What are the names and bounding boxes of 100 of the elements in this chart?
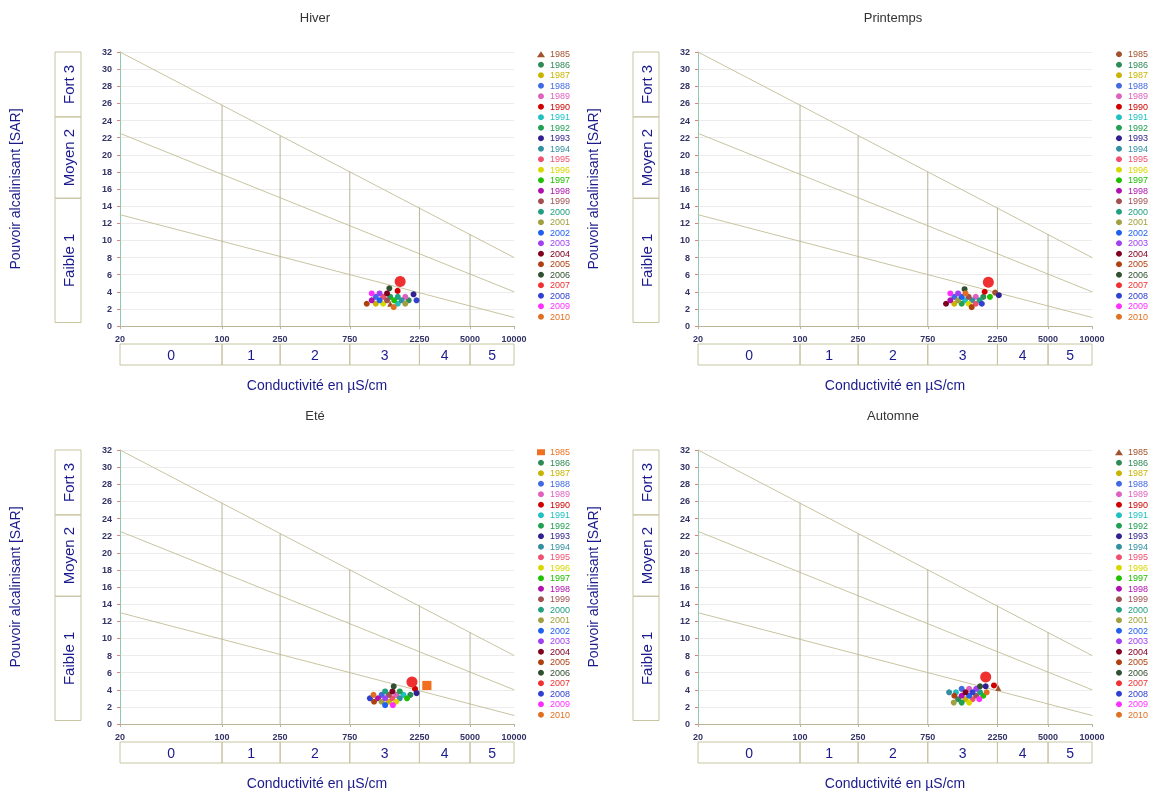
legend-label: 2003 bbox=[1127, 636, 1149, 647]
text: Fort 3 bbox=[59, 462, 77, 503]
x-tick-label: 5000 bbox=[460, 333, 481, 344]
y-tick-label: 14 bbox=[679, 201, 690, 212]
y-tick-label: 18 bbox=[101, 166, 112, 177]
text: 2 bbox=[311, 744, 320, 761]
legend-label: 2008 bbox=[1127, 688, 1149, 699]
legend-label: 1993 bbox=[549, 133, 571, 144]
text: Moyen 2 bbox=[637, 526, 655, 585]
x-tick-label: 10000 bbox=[1079, 333, 1105, 344]
y-tick-label: 12 bbox=[101, 616, 112, 627]
legend-label: 2006 bbox=[549, 269, 571, 280]
legend-label: 2004 bbox=[1127, 248, 1149, 259]
y-tick-label: 32 bbox=[679, 47, 690, 57]
legend-label: 2008 bbox=[549, 688, 571, 699]
legend-label: 1993 bbox=[1127, 133, 1149, 144]
legend-label: 1997 bbox=[1127, 175, 1149, 186]
legend-label: 2004 bbox=[549, 646, 571, 657]
text: 4 bbox=[1018, 346, 1027, 363]
legend-label: 2008 bbox=[549, 290, 571, 301]
x-axis-title: Conductivité en µS/cm bbox=[824, 775, 966, 791]
y-tick-label: 2 bbox=[684, 303, 690, 314]
legend-label: 2001 bbox=[549, 615, 571, 626]
legend-label: 2006 bbox=[549, 667, 571, 678]
text: 0 bbox=[167, 744, 176, 761]
y-tick-label: 26 bbox=[679, 98, 690, 109]
legend-label: 1996 bbox=[549, 562, 571, 573]
y-tick-label: 24 bbox=[101, 115, 112, 126]
text: Fort 3 bbox=[637, 462, 655, 503]
legend-label: 1985 bbox=[1127, 49, 1149, 60]
legend-label: 1999 bbox=[549, 594, 571, 605]
legend-label: 1986 bbox=[549, 457, 571, 468]
x-tick-label: 2250 bbox=[409, 333, 430, 344]
legend-label: 2009 bbox=[549, 301, 571, 312]
text: 4 bbox=[1018, 744, 1027, 761]
legend-label: 1995 bbox=[1127, 154, 1149, 165]
legend-label: 1989 bbox=[549, 91, 571, 102]
legend-label: 2002 bbox=[1127, 227, 1149, 238]
y-tick-label: 14 bbox=[679, 599, 690, 610]
y-tick-label: 2 bbox=[106, 701, 112, 712]
y-tick-label: 10 bbox=[101, 633, 112, 644]
text: 2 bbox=[311, 346, 320, 363]
text: 0 bbox=[745, 346, 754, 363]
legend-label: 1991 bbox=[549, 112, 571, 123]
legend-label: 2009 bbox=[1127, 301, 1149, 312]
legend-label: 1994 bbox=[549, 541, 571, 552]
text: 0 bbox=[167, 346, 176, 363]
y-tick-label: 18 bbox=[679, 166, 690, 177]
text: Faible 1 bbox=[637, 233, 655, 288]
legend-label: 2004 bbox=[1127, 646, 1149, 657]
legend-label: 1998 bbox=[549, 185, 571, 196]
y-tick-label: 22 bbox=[679, 132, 690, 143]
y-tick-label: 16 bbox=[679, 184, 690, 194]
chart-title: Hiver bbox=[299, 10, 331, 25]
y-tick-label: 0 bbox=[106, 321, 112, 331]
y-tick-label: 0 bbox=[684, 321, 690, 331]
legend-label: 2007 bbox=[549, 280, 571, 291]
legend-label: 1988 bbox=[1127, 80, 1149, 91]
x-tick-label: 2250 bbox=[409, 731, 430, 742]
legend-label: 1987 bbox=[1127, 70, 1149, 81]
legend-label: 1991 bbox=[1127, 112, 1149, 123]
y-tick-label: 20 bbox=[679, 547, 690, 558]
legend-label: 1995 bbox=[549, 552, 571, 563]
y-tick-label: 30 bbox=[101, 462, 112, 473]
y-tick-label: 32 bbox=[679, 445, 690, 455]
x-tick-label: 5000 bbox=[1038, 731, 1059, 742]
chart-title: Automne bbox=[866, 408, 920, 423]
text: 4 bbox=[440, 744, 449, 761]
legend-label: 1997 bbox=[1127, 573, 1149, 584]
x-tick-label: 750 bbox=[342, 731, 358, 742]
y-tick-label: 4 bbox=[684, 684, 690, 695]
y-tick-label: 12 bbox=[679, 616, 690, 627]
x-tick-label: 2250 bbox=[987, 333, 1008, 344]
text: 0 bbox=[745, 744, 754, 761]
legend-label: 1986 bbox=[1127, 457, 1149, 468]
legend-label: 1999 bbox=[1127, 196, 1149, 207]
y-tick-label: 16 bbox=[679, 582, 690, 592]
y-tick-label: 14 bbox=[101, 201, 112, 212]
y-tick-label: 2 bbox=[684, 701, 690, 712]
text: 4 bbox=[440, 346, 449, 363]
legend-label: 1988 bbox=[549, 478, 571, 489]
x-tick-label: 250 bbox=[850, 333, 866, 344]
legend-label: 1990 bbox=[549, 499, 571, 510]
y-tick-label: 22 bbox=[679, 530, 690, 541]
x-tick-label: 750 bbox=[920, 333, 936, 344]
text: Fort 3 bbox=[637, 64, 655, 105]
y-tick-label: 8 bbox=[106, 252, 112, 263]
y-tick-label: 26 bbox=[679, 496, 690, 507]
y-tick-label: 12 bbox=[101, 218, 112, 229]
x-tick-label: 5000 bbox=[1038, 333, 1059, 344]
y-tick-label: 30 bbox=[679, 64, 690, 75]
legend-label: 1998 bbox=[1127, 583, 1149, 594]
legend-label: 2007 bbox=[549, 678, 571, 689]
y-tick-label: 4 bbox=[106, 286, 112, 297]
legend-label: 1995 bbox=[549, 154, 571, 165]
x-tick-label: 20 bbox=[114, 731, 126, 742]
legend-label: 1997 bbox=[549, 573, 571, 584]
legend-label: 2005 bbox=[549, 657, 571, 668]
legend-label: 1986 bbox=[549, 59, 571, 70]
y-axis-title: Pouvoir alcalinisant [SAR] bbox=[585, 108, 601, 270]
